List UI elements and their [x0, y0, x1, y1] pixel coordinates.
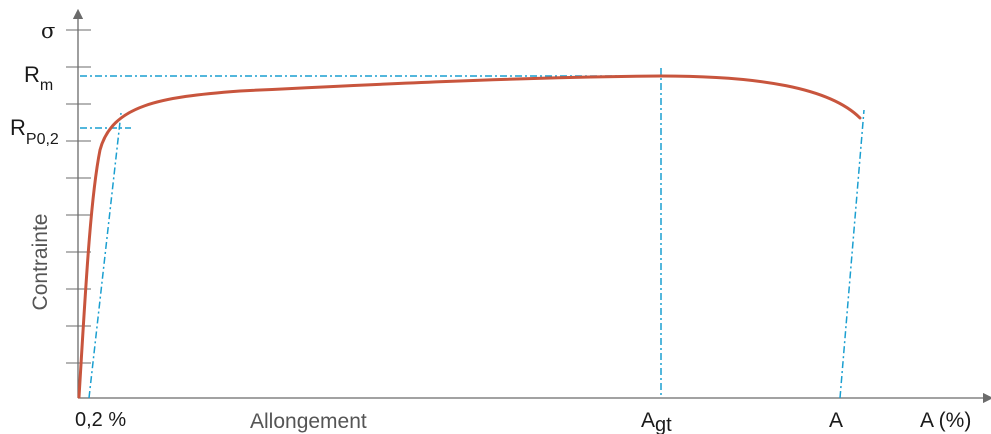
x-axis-unit-label: A (%) [920, 409, 971, 432]
agt-label: Agt [641, 409, 672, 434]
sigma-symbol: σ [41, 19, 55, 43]
rp02-label: RP0,2 [10, 115, 59, 148]
offset-label: 0,2 % [75, 409, 126, 431]
x-axis-label: Allongement [250, 410, 367, 433]
offset-line [88, 112, 122, 399]
stress-strain-curve [77, 74, 862, 399]
construction-lines [80, 68, 865, 399]
rm-label: Rm [24, 62, 53, 94]
y-axis-label: Contrainte [29, 214, 52, 311]
a-unload-line [839, 109, 865, 399]
a-label: A [829, 409, 843, 432]
